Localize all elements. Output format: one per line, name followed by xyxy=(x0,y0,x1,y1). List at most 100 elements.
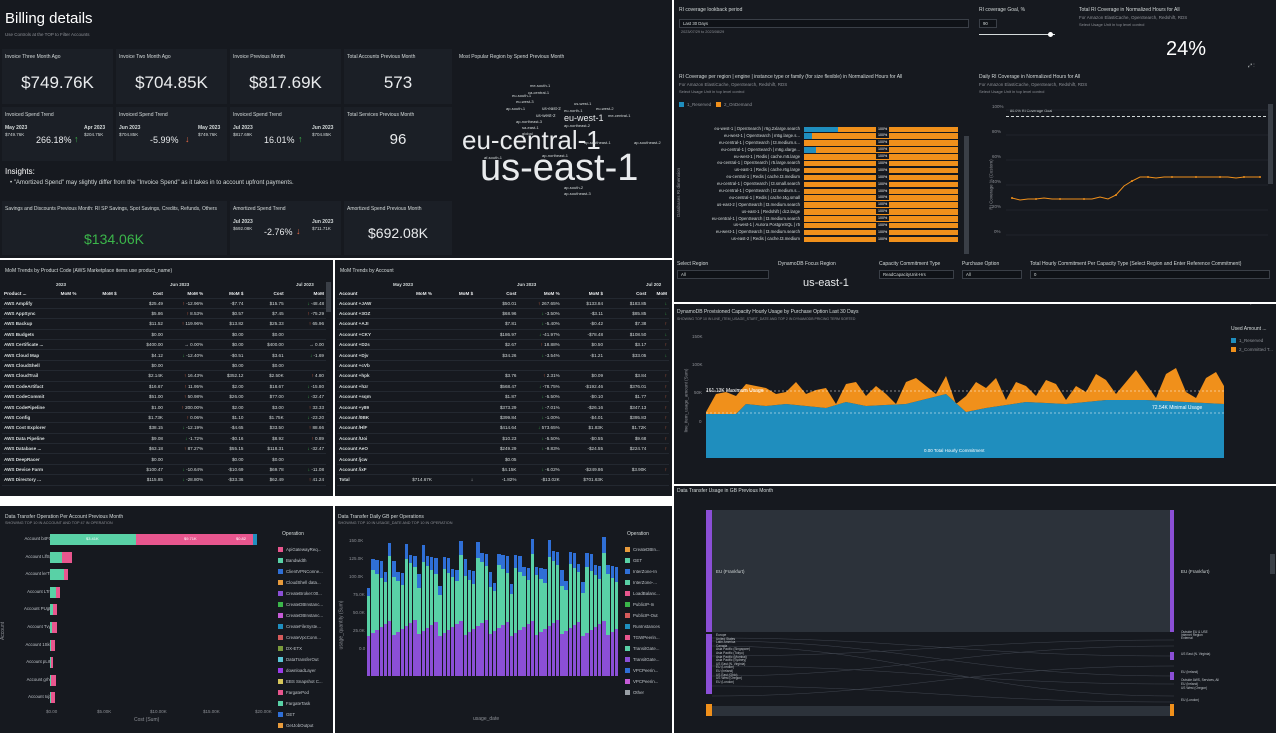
ri-row[interactable]: us-east-1 | Redis | cache.r6g.large 100% xyxy=(686,167,966,174)
product-row[interactable]: AWS AppSync $5.86 ↑ 8.53% $0.57 $7.45 ↑ -75.2… xyxy=(2,308,326,320)
bar-segment[interactable] xyxy=(535,635,539,676)
bar-segment[interactable] xyxy=(547,626,551,676)
bar-segment[interactable] xyxy=(50,674,51,686)
bar-segment[interactable] xyxy=(371,570,375,633)
product-row[interactable]: AWS DeepRacer $0.00 $0.00 $0.00 xyxy=(2,453,326,465)
sankey-node-label[interactable]: EU (Ireland) xyxy=(1181,670,1199,674)
bar-segment[interactable] xyxy=(388,543,392,556)
bar-segment[interactable] xyxy=(425,556,430,566)
bar-segment[interactable] xyxy=(413,567,417,620)
bar-segment[interactable] xyxy=(404,559,409,626)
product-row[interactable]: AWS CodePipeline $1.00 ↑ 200.00% $2.00 $3.00… xyxy=(2,401,326,413)
product-row[interactable]: AWS CloudShell $0.00 $0.00 $0.00 xyxy=(2,360,326,372)
bar-segment[interactable] xyxy=(467,580,472,632)
bar-segment[interactable] xyxy=(62,551,72,563)
bar-segment[interactable] xyxy=(610,578,614,632)
account-row[interactable]: Account AeO $249.29 ↓ -9.83% -$24.55 $224.74… xyxy=(337,443,669,455)
bar-segment[interactable] xyxy=(472,571,476,584)
ri-row[interactable]: eu-west-1 | Redis | cache.m5.large 100% xyxy=(686,154,966,161)
bar-segment[interactable] xyxy=(585,633,589,676)
legend-item[interactable]: downloadLayer xyxy=(278,665,332,676)
legend-item[interactable]: CloudShell data... xyxy=(278,577,332,588)
bar-segment[interactable] xyxy=(442,569,446,633)
legend-item[interactable]: PublicIP-In xyxy=(625,599,671,610)
bar-segment[interactable] xyxy=(556,565,560,620)
legend-item[interactable]: DX-ETX xyxy=(278,643,332,654)
bar-segment[interactable] xyxy=(539,568,543,579)
trend-card[interactable]: Invoiced Spend Trend Jul 2023 $817.69K 1… xyxy=(230,107,341,161)
ri-row[interactable]: us-west-1 | Aurora PostgreSQL | r5 100% xyxy=(686,222,966,229)
sankey-node-label[interactable]: Asia Pacific (Tokyo) xyxy=(716,650,744,655)
bar-segment[interactable] xyxy=(526,580,530,624)
bar-segment[interactable] xyxy=(476,626,480,676)
bar-segment[interactable] xyxy=(51,657,53,669)
kpi-card[interactable]: Invoice Three Month Ago $749.76K xyxy=(2,49,113,104)
bar-segment[interactable] xyxy=(572,568,577,625)
bar-segment[interactable] xyxy=(497,554,501,565)
bar-segment[interactable] xyxy=(446,630,451,676)
trend-card[interactable]: Invoiced Spend Trend May 2023 $749.76K 2… xyxy=(2,107,113,161)
legend-item[interactable]: Bandwidth xyxy=(278,555,332,566)
bar-segment[interactable] xyxy=(476,542,480,558)
bar-segment[interactable] xyxy=(442,633,446,676)
bar-segment[interactable] xyxy=(497,628,501,676)
account-row[interactable]: Account +AJI $7.81 ↓ -5.40% -$0.42 $7.38 ↑ xyxy=(337,318,669,330)
legend-item[interactable]: FargateTask xyxy=(278,698,332,709)
bar-segment[interactable] xyxy=(400,629,404,676)
bar-segment[interactable] xyxy=(409,563,413,623)
scrollbar[interactable] xyxy=(964,136,969,254)
bar-segment[interactable] xyxy=(593,565,598,575)
bar-segment[interactable] xyxy=(430,570,434,625)
account-row[interactable]: Account +D2s $2.67 ↑ 18.88% $0.50 $3.17 ↑ xyxy=(337,339,669,351)
bar-segment[interactable] xyxy=(556,620,560,676)
legend-item[interactable]: VPCPeerin... xyxy=(625,676,671,687)
legend-item[interactable]: FargatePod xyxy=(278,687,332,698)
bar-segment[interactable] xyxy=(451,569,455,577)
bar-segment[interactable] xyxy=(434,622,438,676)
bar-segment[interactable] xyxy=(56,586,60,598)
bar-segment[interactable] xyxy=(526,568,530,580)
bar-segment[interactable] xyxy=(509,584,514,594)
bar-segment[interactable] xyxy=(417,588,421,634)
bar-segment[interactable] xyxy=(446,558,451,573)
bar-segment[interactable] xyxy=(539,632,543,676)
bar-segment[interactable] xyxy=(51,692,55,704)
bar-segment[interactable] xyxy=(589,630,593,676)
bar-segment[interactable] xyxy=(572,553,577,568)
bar-segment[interactable] xyxy=(493,583,497,591)
bar-segment[interactable] xyxy=(514,633,518,676)
ri-row[interactable]: eu-central-1 | Redis | cache.t3.medium 10… xyxy=(686,174,966,181)
bar-segment[interactable] xyxy=(463,559,467,576)
bar-segment[interactable] xyxy=(459,555,463,621)
bar-segment[interactable] xyxy=(379,561,383,578)
bar-segment[interactable] xyxy=(404,626,409,676)
bar-segment[interactable] xyxy=(50,586,56,598)
bar-segment[interactable] xyxy=(438,586,442,595)
bar-segment[interactable] xyxy=(572,625,577,676)
sankey-node-label[interactable]: Canada xyxy=(716,643,728,648)
bar-segment[interactable] xyxy=(547,540,551,557)
bar-segment[interactable] xyxy=(564,581,568,590)
sankey-node-label[interactable]: US East (Ohio) xyxy=(716,672,738,677)
goal-control[interactable]: RI coverage Goal, % 90 xyxy=(976,2,1074,62)
bar-segment[interactable] xyxy=(505,622,509,676)
bar-segment[interactable] xyxy=(488,587,493,634)
account-row[interactable]: Account /jcw $0.05 xyxy=(337,453,669,465)
bar-segment[interactable] xyxy=(379,627,383,676)
sankey-node-label[interactable]: EU (Ireland) xyxy=(1181,682,1199,686)
legend-item[interactable]: RunInstances xyxy=(625,621,671,632)
legend-item[interactable]: CreateDBInstanc... xyxy=(278,599,332,610)
bar-segment[interactable] xyxy=(581,582,585,593)
bar-segment[interactable] xyxy=(543,583,547,629)
legend-item[interactable]: TransitGate... xyxy=(625,654,671,665)
sankey-node-label[interactable]: Latin America xyxy=(716,640,736,645)
bar-segment[interactable] xyxy=(514,568,518,633)
bar-segment[interactable] xyxy=(51,639,55,651)
bar-segment[interactable] xyxy=(438,595,442,636)
bar-segment[interactable] xyxy=(551,551,556,561)
bar-segment[interactable] xyxy=(404,544,409,559)
bar-segment[interactable] xyxy=(367,588,371,596)
legend-item[interactable]: GET xyxy=(625,555,671,566)
bar-segment[interactable] xyxy=(577,622,581,676)
bar-segment[interactable] xyxy=(50,569,64,581)
